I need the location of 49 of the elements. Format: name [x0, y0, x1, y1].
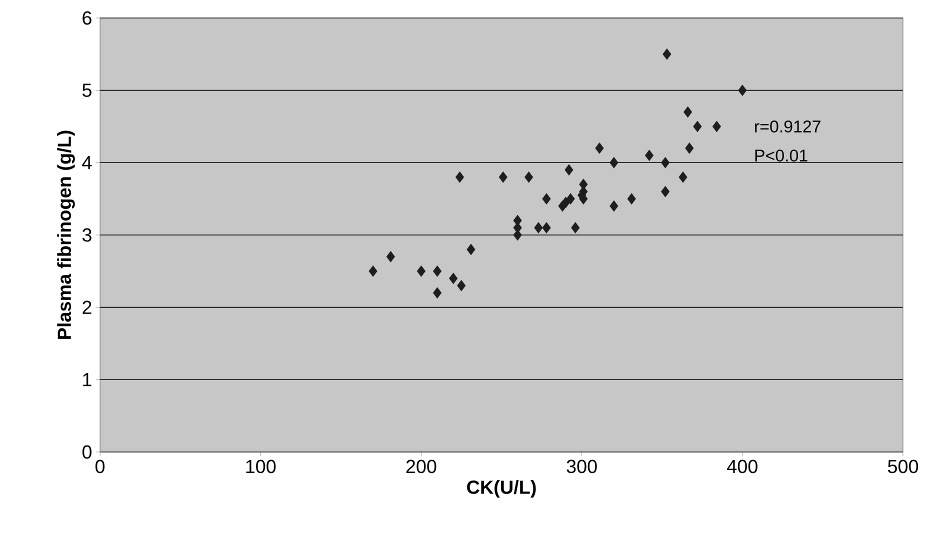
point: [558, 200, 567, 212]
point: [416, 265, 426, 277]
y-tick-label: 3: [82, 228, 92, 242]
y-tick-label: 5: [82, 84, 92, 97]
point: [466, 244, 476, 256]
point: [595, 142, 604, 154]
point: [678, 171, 688, 183]
point: [534, 222, 543, 234]
point: [566, 193, 575, 205]
point: [738, 84, 747, 96]
x-tick-label: 400: [727, 460, 758, 474]
x-tick-label: 0: [95, 460, 105, 474]
point: [644, 150, 654, 162]
point: [498, 171, 508, 183]
point: [564, 164, 574, 176]
point: [610, 200, 618, 212]
point: [712, 120, 722, 132]
point: [368, 265, 378, 277]
point: [524, 171, 534, 183]
point: [386, 250, 396, 262]
point: [683, 106, 692, 118]
point: [457, 280, 466, 292]
point: [455, 171, 464, 183]
y-tick-label: 4: [82, 156, 92, 170]
point: [542, 193, 551, 205]
y-tick-label: 0: [82, 445, 92, 459]
x-axis-title: CK(U/L): [467, 480, 536, 498]
x-tick-label: 500: [888, 460, 918, 474]
point: [660, 156, 670, 168]
point: [662, 48, 672, 60]
y-tick-label: 2: [82, 300, 92, 314]
annotation: P<0.01: [755, 150, 808, 162]
point: [542, 222, 551, 234]
y-tick-label: 1: [83, 373, 92, 386]
point: [571, 222, 580, 234]
point: [610, 156, 618, 168]
y-tick-label: 6: [82, 11, 92, 25]
x-tick-label: 300: [566, 460, 597, 474]
y-axis-title: Plasma fibrinogen (g/L): [57, 130, 75, 339]
point: [432, 265, 442, 277]
point: [660, 186, 670, 198]
point: [685, 142, 694, 154]
point: [449, 272, 458, 284]
x-tick-label: 100: [246, 460, 276, 474]
point: [693, 120, 702, 132]
x-tick-label: 200: [406, 460, 436, 474]
point: [432, 287, 442, 299]
point: [627, 193, 636, 205]
annotation: r=0.9127: [755, 120, 820, 132]
